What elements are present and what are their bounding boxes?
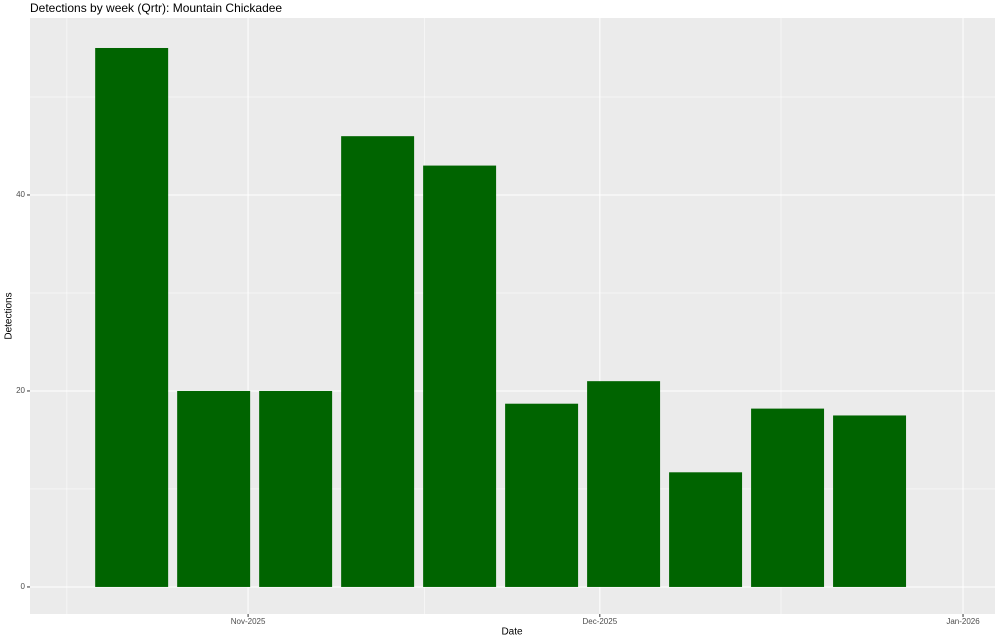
- y-tick-label: 0: [21, 582, 26, 591]
- y-axis-label: Detections: [4, 292, 15, 339]
- x-tick-label: Jan-2026: [946, 617, 980, 626]
- bar: [669, 472, 743, 587]
- y-tick-label: 40: [16, 190, 25, 199]
- x-tick-label: Nov-2025: [231, 617, 266, 626]
- bar: [259, 390, 333, 587]
- bar: [341, 136, 415, 587]
- chart-title: Detections by week (Qrtr): Mountain Chic…: [30, 1, 282, 15]
- y-tick-label: 20: [16, 386, 25, 395]
- bar: [423, 165, 497, 587]
- bar: [833, 415, 907, 587]
- bar: [587, 381, 661, 587]
- bar: [177, 390, 251, 587]
- x-axis-label: Date: [501, 627, 523, 638]
- bar: [505, 403, 579, 587]
- x-tick-label: Dec-2025: [582, 617, 617, 626]
- bar: [95, 47, 169, 587]
- bar: [751, 408, 825, 587]
